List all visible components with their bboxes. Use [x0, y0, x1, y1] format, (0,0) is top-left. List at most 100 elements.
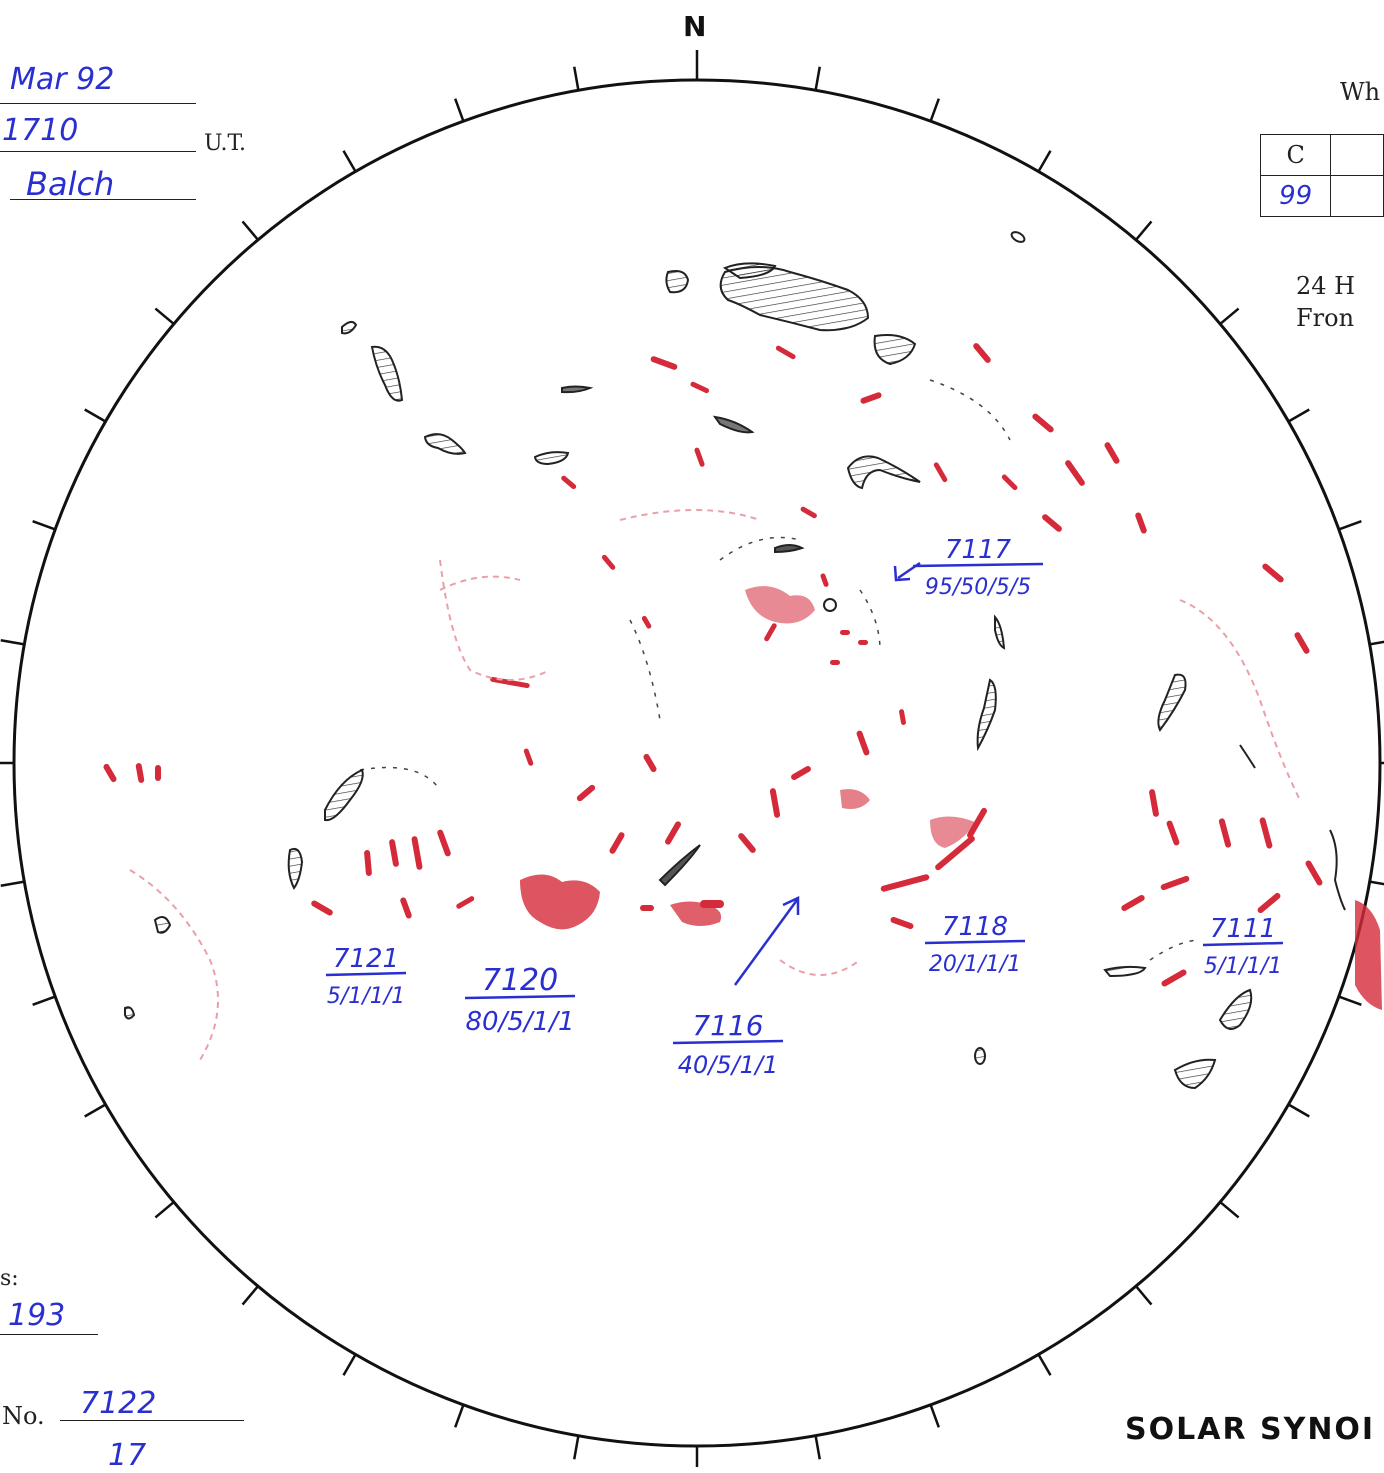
plage-streak — [933, 462, 948, 483]
footer-rule-2 — [60, 1420, 244, 1421]
limb-tick — [84, 408, 107, 423]
filament-west-3 — [153, 915, 172, 934]
plage-streak — [561, 475, 577, 490]
region-divider — [1202, 941, 1284, 947]
limb-tick — [241, 1285, 259, 1306]
filament-east-4 — [1239, 744, 1256, 769]
region-code: 5/1/1/1 — [327, 984, 405, 1009]
limb-tick — [1338, 520, 1362, 531]
region-number: 7118 — [942, 912, 1008, 942]
plage-streak — [601, 554, 616, 570]
limb-tick — [1287, 408, 1310, 423]
plage-streak — [411, 836, 423, 870]
plage-streak — [858, 640, 868, 645]
region-number: 7111 — [1210, 914, 1276, 944]
plage-streak — [576, 784, 596, 802]
filament-west-2 — [287, 847, 304, 890]
limb-tick — [342, 1353, 357, 1376]
table-col-value-2 — [1330, 175, 1384, 217]
limb-tick — [929, 1404, 940, 1428]
plage-streak — [1305, 860, 1323, 886]
plage-streak — [1032, 413, 1054, 433]
limb-tick — [929, 98, 940, 122]
time-rule — [0, 151, 196, 152]
plage-streak — [899, 709, 906, 726]
plage-streak — [650, 356, 678, 370]
filament-se-2 — [1218, 988, 1253, 1030]
limb-tick — [84, 1103, 107, 1118]
footer-value-2: 17 — [108, 1438, 147, 1473]
footer-value-1: 193 — [8, 1298, 66, 1333]
region-code: 5/1/1/1 — [1204, 954, 1282, 979]
plage-streak — [967, 807, 987, 839]
filament-west-4 — [124, 1006, 136, 1020]
plage-streak — [456, 896, 475, 909]
limb-tick — [1369, 880, 1384, 886]
limb-tick — [1037, 1353, 1052, 1376]
plage-streak — [1257, 892, 1281, 914]
date-rule — [0, 103, 196, 104]
plage-streak — [694, 447, 705, 467]
plage-streak — [103, 763, 117, 783]
plage-streak — [389, 839, 399, 867]
plage-streak — [1259, 817, 1273, 849]
filament-se-3 — [1173, 1058, 1217, 1090]
filament-n-5 — [712, 415, 755, 434]
limb-tick — [342, 150, 357, 173]
plage-streak — [643, 753, 657, 773]
plage-cluster-7120 — [520, 874, 600, 930]
plage-streak — [738, 833, 756, 853]
plage-cluster-7117 — [745, 586, 815, 624]
limb-tick — [814, 66, 822, 91]
limb-tick — [814, 1435, 822, 1460]
filament-east-2 — [976, 678, 997, 752]
plage-limb-east — [1355, 900, 1382, 1010]
limb-tick — [241, 220, 259, 241]
filament-se-4 — [974, 1047, 986, 1065]
region-number: 7116 — [692, 1009, 763, 1042]
plage-streak — [856, 730, 870, 756]
plage-streak — [769, 788, 781, 818]
plage-streak — [973, 343, 991, 363]
limb-tick — [1287, 1103, 1310, 1118]
time-value: 1710 — [2, 113, 79, 148]
plage-streak — [641, 615, 652, 629]
plage-streak — [1065, 460, 1085, 486]
filament-7117-loop — [823, 598, 837, 612]
limb-tick — [154, 1201, 175, 1219]
limb-tick — [1219, 307, 1240, 325]
plage-streak — [890, 916, 914, 930]
plage-streak — [311, 900, 333, 916]
region-number: 7120 — [482, 963, 558, 998]
filament-n-6 — [533, 451, 570, 466]
filament-nw-1 — [370, 345, 404, 402]
filament-north-cap — [722, 262, 777, 280]
plage-streak — [935, 835, 975, 871]
filament-north-east — [873, 334, 917, 366]
plage-streak — [775, 345, 796, 360]
counts-table: C 99 — [1259, 134, 1384, 217]
limb-tick — [572, 1435, 580, 1460]
limb-tick — [454, 98, 465, 122]
plage-streak — [700, 900, 724, 908]
region-divider — [672, 1039, 784, 1045]
plage-streak — [523, 748, 534, 766]
limb-tick — [1369, 640, 1384, 646]
limb-tick — [1135, 220, 1153, 241]
observer-rule — [10, 199, 196, 200]
limb-tick — [154, 307, 175, 325]
filament-limb-east — [1329, 829, 1346, 911]
dashed-boundaries — [359, 379, 1201, 961]
region-labels: 7117 95/50/5/5 7121 5/1/1/1 7120 80/5/1/1 7116… — [325, 535, 1284, 1079]
plage-streak — [609, 832, 625, 854]
filament-nw-4 — [561, 385, 594, 394]
table-col-value: 99 — [1259, 175, 1332, 217]
filament-north-large — [719, 266, 870, 332]
filament-7117 — [774, 544, 805, 554]
limb-tick — [32, 520, 56, 531]
time-unit-label: U.T. — [204, 131, 246, 156]
plage-streak — [1001, 474, 1018, 491]
solar-disk-outline — [12, 78, 1382, 1448]
plage-streak — [1166, 820, 1180, 846]
